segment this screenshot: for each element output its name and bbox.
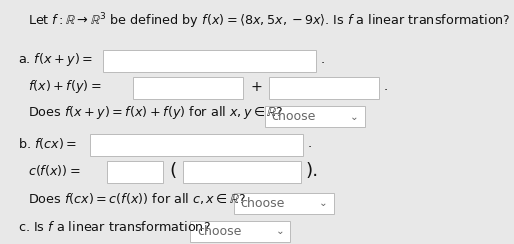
Text: ).: ). bbox=[305, 162, 319, 180]
FancyBboxPatch shape bbox=[133, 77, 243, 99]
FancyBboxPatch shape bbox=[107, 161, 163, 183]
Text: choose: choose bbox=[241, 197, 285, 210]
Text: $c(f(x)) =$: $c(f(x)) =$ bbox=[28, 163, 81, 178]
Text: a. $f(x+y) =$: a. $f(x+y) =$ bbox=[18, 51, 93, 68]
Text: Does $f(cx) = c(f(x))$ for all $c, x \in \mathbb{R}$?: Does $f(cx) = c(f(x))$ for all $c, x \in… bbox=[28, 191, 246, 206]
Text: Let $f: \mathbb{R} \to \mathbb{R}^3$ be defined by $f(x) = \langle 8x, 5x, -9x\r: Let $f: \mathbb{R} \to \mathbb{R}^3$ be … bbox=[28, 11, 511, 30]
FancyBboxPatch shape bbox=[190, 221, 290, 242]
FancyBboxPatch shape bbox=[183, 161, 301, 183]
Text: .: . bbox=[320, 53, 324, 66]
Text: ⌄: ⌄ bbox=[350, 112, 359, 122]
Text: ⌄: ⌄ bbox=[319, 198, 328, 208]
Text: (: ( bbox=[170, 162, 177, 180]
Text: Does $f(x+y) = f(x) + f(y)$ for all $x, y \in \mathbb{R}$?: Does $f(x+y) = f(x) + f(y)$ for all $x, … bbox=[28, 104, 284, 121]
FancyBboxPatch shape bbox=[265, 106, 365, 127]
FancyBboxPatch shape bbox=[234, 193, 334, 214]
Text: b. $f(cx) =$: b. $f(cx) =$ bbox=[18, 136, 77, 152]
Text: ⌄: ⌄ bbox=[276, 226, 284, 236]
Text: .: . bbox=[307, 137, 311, 151]
Text: c. Is $f$ a linear transformation?: c. Is $f$ a linear transformation? bbox=[18, 220, 211, 234]
Text: +: + bbox=[251, 80, 263, 94]
Text: .: . bbox=[383, 80, 388, 93]
Text: choose: choose bbox=[197, 225, 241, 238]
FancyBboxPatch shape bbox=[269, 77, 379, 99]
Text: choose: choose bbox=[271, 110, 316, 123]
FancyBboxPatch shape bbox=[90, 134, 303, 156]
Text: $f(x) + f(y) =$: $f(x) + f(y) =$ bbox=[28, 78, 102, 95]
FancyBboxPatch shape bbox=[103, 50, 316, 72]
